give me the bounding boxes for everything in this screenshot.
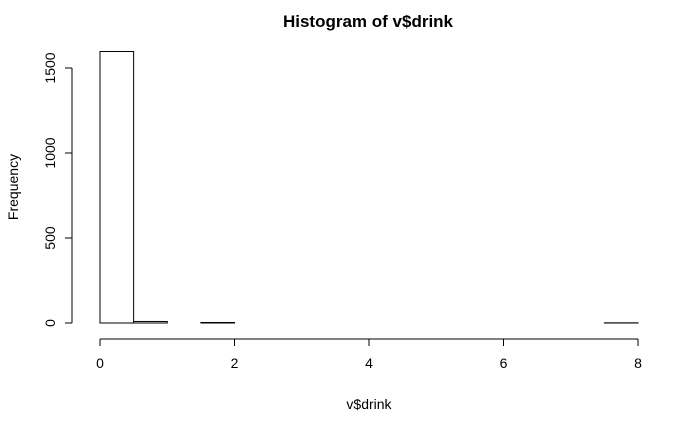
x-tick-label: 8	[634, 355, 642, 371]
histogram-bar	[200, 321, 236, 324]
x-tick-label: 0	[96, 355, 104, 371]
y-tick-label: 0	[42, 319, 58, 327]
x-tick-label: 2	[231, 355, 239, 371]
histogram-bar	[133, 320, 168, 324]
histogram-bar	[99, 51, 135, 324]
bars-group	[99, 51, 639, 324]
x-tick-label: 4	[365, 355, 373, 371]
x-axis: 0 2 4 6 8	[96, 338, 642, 371]
y-tick-label: 1500	[42, 52, 58, 83]
y-tick-label: 1000	[42, 137, 58, 168]
x-axis-label: v$drink	[346, 396, 392, 412]
y-tick-label: 500	[42, 226, 58, 250]
chart-title: Histogram of v$drink	[283, 12, 454, 31]
x-tick-label: 6	[500, 355, 508, 371]
y-axis-label: Frequency	[5, 154, 21, 220]
y-axis: 0 500 1000 1500	[42, 52, 73, 327]
